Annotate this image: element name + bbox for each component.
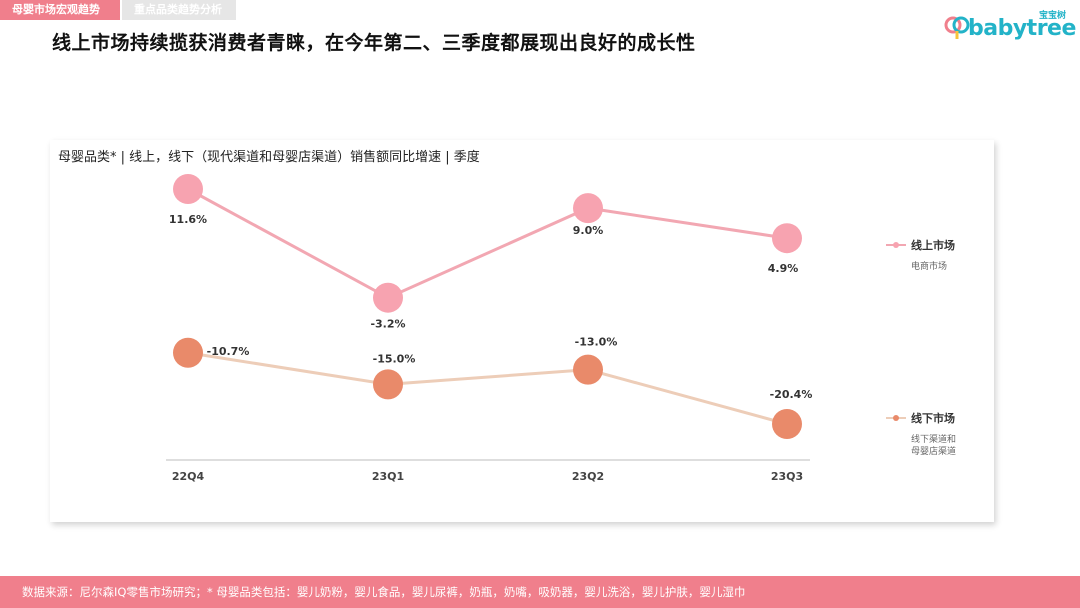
- data-point-offline-23Q2: [573, 354, 603, 385]
- data-label-offline-23Q1: -15.0%: [373, 352, 416, 365]
- x-tick-label-22Q4: 22Q4: [172, 470, 205, 483]
- legend-label-offline: 线下市场: [911, 411, 955, 425]
- data-point-offline-22Q4: [173, 337, 203, 368]
- brand-wordmark: babytree: [968, 16, 1076, 41]
- x-tick-label-23Q3: 23Q3: [771, 470, 803, 483]
- tab-category-trends[interactable]: 重点品类趋势分析: [122, 0, 236, 20]
- data-label-online-23Q1: -3.2%: [370, 318, 405, 331]
- data-point-online-23Q3: [772, 223, 802, 254]
- data-label-online-23Q2: 9.0%: [573, 224, 604, 237]
- babytree-logo-icon: [944, 16, 970, 39]
- brand-logo: 宝宝树 babytree: [942, 8, 1076, 42]
- series-line-online: [187, 187, 788, 300]
- source-footer: 数据来源：尼尔森IQ零售市场研究；* 母婴品类包括：婴儿奶粉，婴儿食品，婴儿尿裤…: [0, 576, 1080, 608]
- legend-note-offline-0: 线下渠道和: [911, 433, 956, 445]
- x-tick-label-23Q2: 23Q2: [572, 470, 604, 483]
- data-point-offline-23Q3: [772, 409, 802, 439]
- chart-card: [50, 140, 994, 522]
- data-point-online-23Q1: [373, 282, 403, 313]
- page-title: 线上市场持续揽获消费者青睐，在今年第二、三季度都展现出良好的成长性: [52, 32, 696, 54]
- tab-macro-trends[interactable]: 母婴市场宏观趋势: [0, 0, 120, 20]
- brand-cn-name: 宝宝树: [1038, 11, 1066, 21]
- tab-bar: 母婴市场宏观趋势 重点品类趋势分析: [0, 0, 236, 20]
- series-line-offline: [187, 351, 788, 426]
- x-tick-label-23Q1: 23Q1: [372, 470, 404, 483]
- legend-marker-offline: [893, 415, 899, 421]
- data-label-online-22Q4: 11.6%: [169, 213, 207, 226]
- data-label-offline-23Q3: -20.4%: [770, 388, 813, 401]
- legend-note-online-0: 电商市场: [911, 260, 947, 272]
- data-label-online-23Q3: 4.9%: [768, 262, 799, 275]
- data-point-online-22Q4: [173, 174, 203, 204]
- legend-note-offline-1: 母婴店渠道: [911, 445, 956, 457]
- legend-label-online: 线上市场: [911, 238, 955, 252]
- data-label-offline-23Q2: -13.0%: [575, 336, 618, 349]
- data-label-offline-22Q4: -10.7%: [207, 345, 250, 358]
- data-point-online-23Q2: [573, 193, 603, 224]
- data-point-offline-23Q1: [373, 369, 403, 400]
- chart-title: 母婴品类* | 线上，线下（现代渠道和母婴店渠道）销售额同比增速 | 季度: [58, 150, 480, 165]
- legend-marker-online: [893, 242, 899, 248]
